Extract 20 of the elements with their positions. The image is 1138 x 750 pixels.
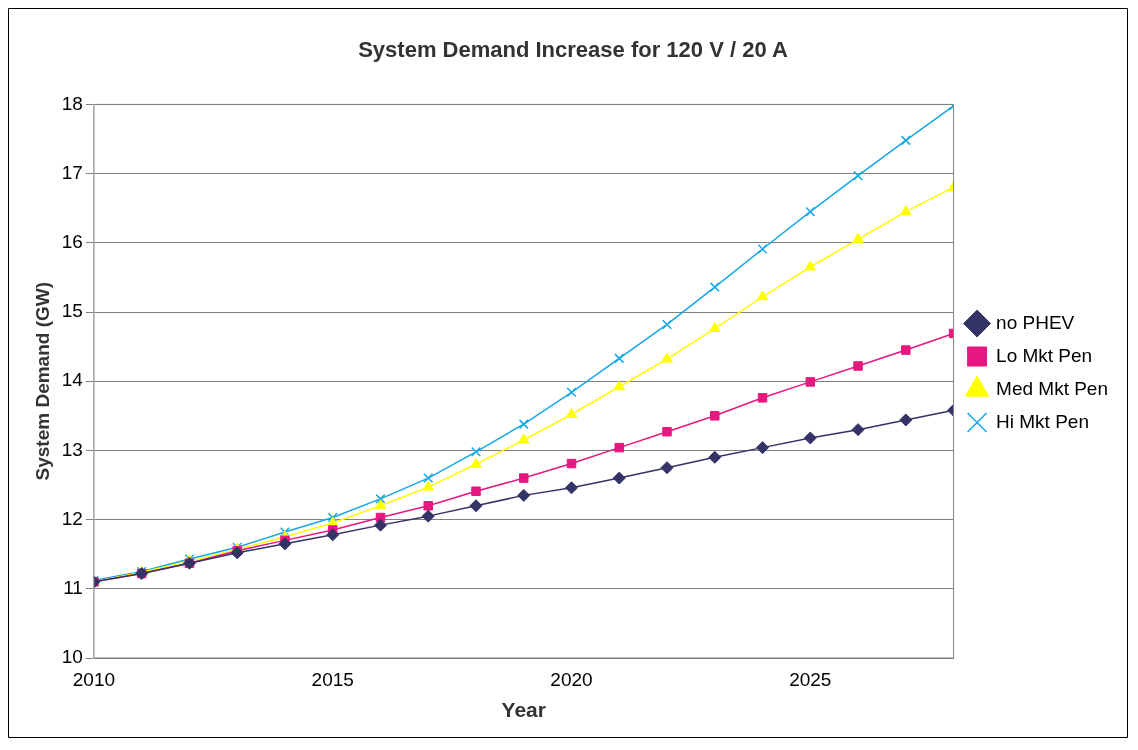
legend-label: Hi Mkt Pen — [996, 410, 1089, 432]
y-tick-label: 16 — [61, 231, 83, 253]
y-axis-title: System Demand (GW) — [31, 281, 53, 481]
y-tick-label: 13 — [61, 438, 83, 460]
y-tick-label: 14 — [61, 369, 84, 391]
x-tick-label: 2010 — [72, 668, 116, 690]
y-tick-label: 15 — [61, 300, 83, 322]
x-tick-label: 2025 — [789, 668, 832, 690]
y-tick-label: 12 — [61, 507, 83, 529]
legend-label: Lo Mkt Pen — [996, 344, 1093, 366]
x-tick-label: 2015 — [311, 668, 354, 690]
y-tick-label: 18 — [61, 92, 83, 114]
chart-title: System Demand Increase for 120 V / 20 A — [358, 37, 788, 63]
y-tick-label: 17 — [61, 161, 83, 183]
legend-label: Med Mkt Pen — [996, 377, 1109, 399]
legend-label: no PHEV — [996, 311, 1075, 333]
x-tick-label: 2020 — [550, 668, 593, 690]
y-tick-label: 10 — [61, 646, 83, 668]
y-tick-label: 11 — [63, 577, 83, 599]
x-axis-title: Year — [501, 698, 546, 722]
